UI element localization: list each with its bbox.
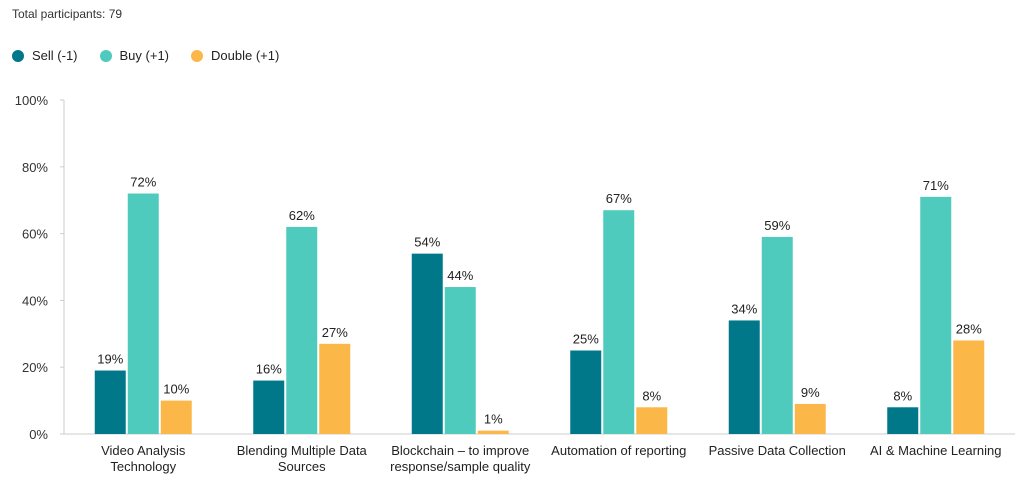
bar	[728, 320, 760, 434]
bar	[887, 407, 919, 434]
x-category-label: Technology	[110, 459, 176, 474]
y-tick-label: 40%	[22, 293, 48, 308]
legend-label-double: Double (+1)	[211, 48, 280, 63]
x-category-label: Blending Multiple Data	[237, 443, 368, 458]
bar-value-label: 59%	[764, 218, 790, 233]
x-category-label: AI & Machine Learning	[870, 443, 1002, 458]
bar	[477, 430, 509, 434]
legend-swatch-sell	[12, 49, 24, 62]
bar-value-label: 16%	[256, 362, 282, 377]
bar	[94, 370, 126, 434]
bar	[953, 340, 985, 434]
legend-item-sell[interactable]: Sell (-1)	[12, 48, 78, 63]
bar	[603, 210, 635, 434]
y-tick-label: 80%	[22, 160, 48, 175]
bar-value-label: 62%	[289, 208, 315, 223]
bar-value-label: 71%	[923, 178, 949, 193]
bar	[286, 226, 318, 434]
bar	[411, 253, 443, 434]
legend-label-buy: Buy (+1)	[119, 48, 170, 63]
x-category-label: Video Analysis	[101, 443, 186, 458]
bar	[570, 350, 602, 434]
x-category-label: response/sample quality	[390, 459, 531, 474]
x-category-label: Automation of reporting	[551, 443, 686, 458]
bar-value-label: 8%	[642, 388, 661, 403]
bar	[761, 236, 793, 434]
bar-value-label: 19%	[97, 352, 123, 367]
bar-value-label: 8%	[893, 388, 912, 403]
legend-swatch-double	[191, 49, 204, 62]
bar-value-label: 44%	[447, 268, 473, 283]
legend-item-double[interactable]: Double (+1)	[191, 48, 279, 63]
x-category-label: Blockchain – to improve	[391, 443, 529, 458]
legend-label-sell: Sell (-1)	[32, 48, 78, 63]
bar-value-label: 9%	[801, 385, 820, 400]
y-tick-label: 0%	[29, 427, 48, 442]
total-participants: Total participants: 79	[12, 7, 123, 21]
y-tick-label: 100%	[15, 93, 49, 108]
bar	[160, 400, 192, 434]
bar	[319, 343, 351, 434]
bar-value-label: 67%	[606, 191, 632, 206]
chart-legend: Sell (-1) Buy (+1) Double (+1)	[12, 48, 279, 63]
bar	[920, 196, 952, 434]
bar-value-label: 54%	[414, 235, 440, 250]
x-category-label: Sources	[278, 459, 326, 474]
legend-item-buy[interactable]: Buy (+1)	[99, 48, 170, 63]
bar	[444, 287, 476, 434]
bar-value-label: 10%	[163, 382, 189, 397]
bar-value-label: 28%	[956, 321, 982, 336]
bar-value-label: 1%	[484, 412, 503, 427]
bar-value-label: 25%	[573, 332, 599, 347]
y-tick-label: 60%	[22, 227, 48, 242]
bar-value-label: 34%	[731, 301, 757, 316]
bar-value-label: 72%	[130, 175, 156, 190]
x-category-label: Passive Data Collection	[709, 443, 846, 458]
legend-swatch-buy	[99, 49, 112, 62]
bar	[127, 193, 159, 434]
bar	[636, 407, 668, 434]
y-tick-label: 20%	[22, 360, 48, 375]
bar	[253, 380, 285, 434]
bar	[794, 403, 826, 434]
bar-value-label: 27%	[322, 325, 348, 340]
